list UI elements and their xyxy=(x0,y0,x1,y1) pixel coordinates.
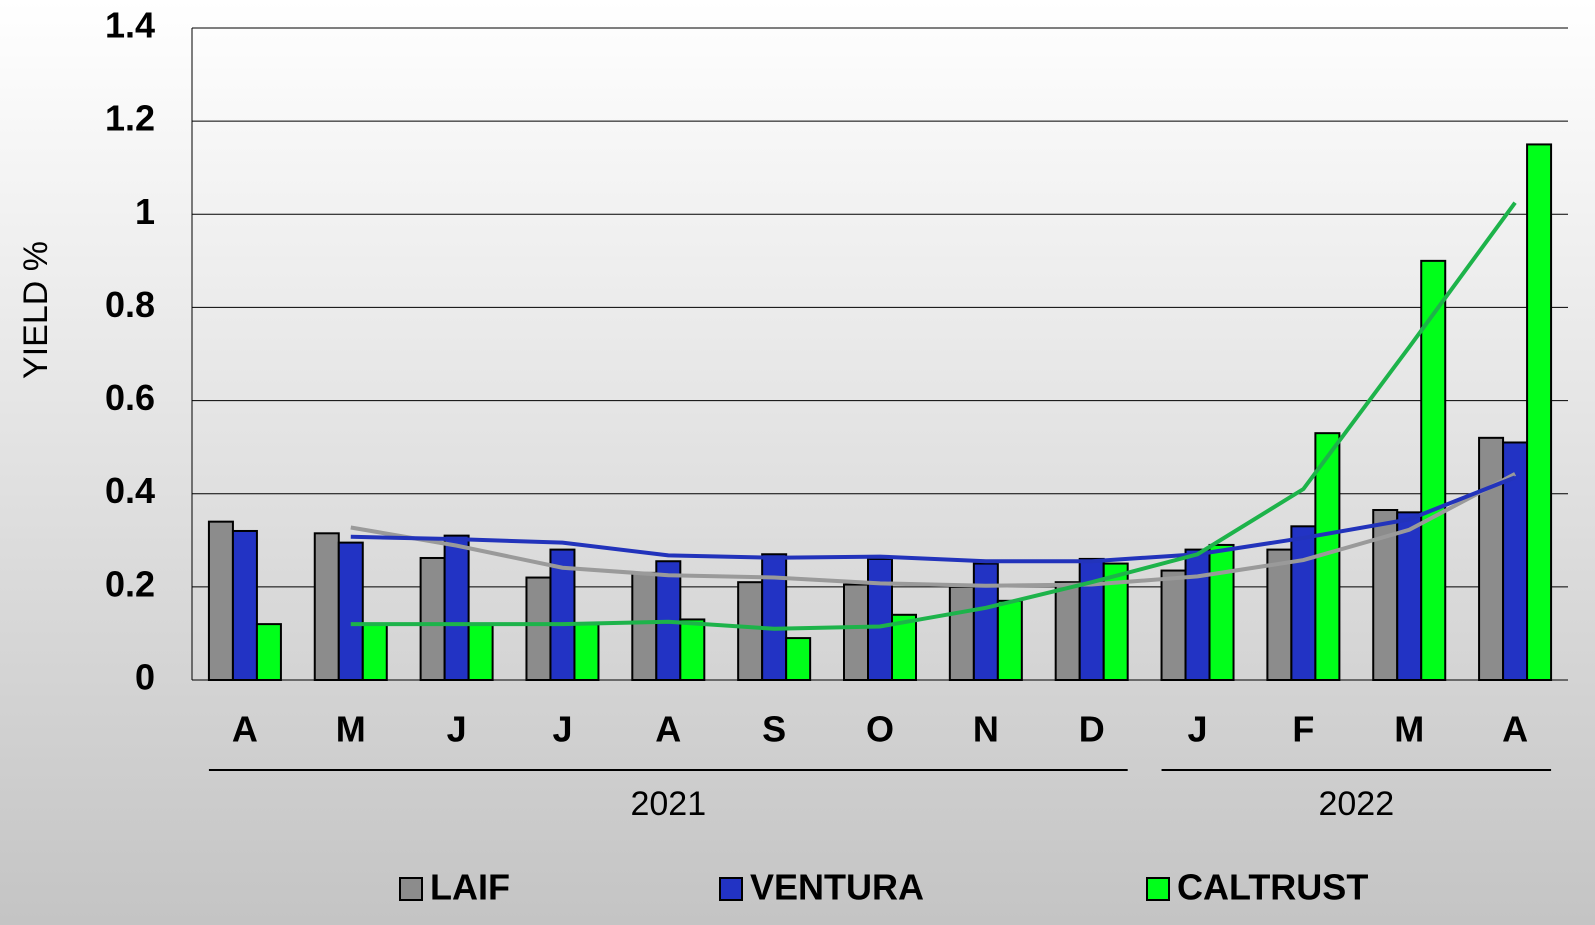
bar xyxy=(525,576,552,681)
year-label: 2022 xyxy=(1318,785,1394,823)
trendline xyxy=(350,201,1517,631)
bar xyxy=(361,623,388,681)
x-tick-label: F xyxy=(1292,709,1314,750)
trendline xyxy=(350,475,1516,564)
bar xyxy=(1184,548,1211,681)
bar xyxy=(231,529,258,681)
bar xyxy=(891,613,917,681)
bar xyxy=(1420,259,1447,681)
x-tick-label: D xyxy=(1079,709,1105,750)
bar xyxy=(255,623,282,681)
bar xyxy=(1054,581,1081,682)
y-tick-label: 0 xyxy=(135,657,155,698)
y-tick-label: 1.4 xyxy=(105,5,155,46)
bar xyxy=(737,581,764,682)
year-label: 2021 xyxy=(630,785,706,823)
x-tick-label: A xyxy=(1502,709,1528,750)
bar xyxy=(207,520,234,682)
bar xyxy=(443,534,470,682)
x-tick-label: J xyxy=(447,709,467,750)
bar xyxy=(785,637,812,681)
bar xyxy=(1160,569,1187,681)
y-tick-label: 0.2 xyxy=(105,563,155,604)
x-tick-label: S xyxy=(762,709,786,750)
legend-swatch xyxy=(1146,877,1170,901)
y-tick-label: 0.6 xyxy=(105,377,155,418)
bar xyxy=(419,556,446,681)
x-tick-label: J xyxy=(1188,709,1208,750)
bar xyxy=(867,557,893,682)
legend-label: LAIF xyxy=(430,867,510,908)
bar xyxy=(996,599,1023,681)
bar xyxy=(843,583,869,681)
x-tick-label: J xyxy=(552,709,572,750)
x-tick-label: M xyxy=(1394,709,1424,750)
bar xyxy=(948,585,975,681)
bar xyxy=(549,548,576,681)
y-axis-label: YIELD % xyxy=(17,241,55,379)
bar xyxy=(1266,548,1293,681)
y-tick-label: 1 xyxy=(135,191,155,232)
x-tick-label: O xyxy=(866,709,894,750)
y-tick-label: 0.4 xyxy=(105,470,155,511)
legend-label: CALTRUST xyxy=(1177,867,1368,908)
x-tick-label: N xyxy=(973,709,999,750)
bar xyxy=(1526,143,1553,681)
trendline xyxy=(350,472,1517,588)
bar xyxy=(631,571,658,682)
bar xyxy=(761,553,788,681)
bar xyxy=(467,623,494,681)
bar xyxy=(1208,543,1235,682)
x-tick-label: A xyxy=(655,709,681,750)
bar xyxy=(1396,511,1423,681)
x-tick-label: M xyxy=(336,709,366,750)
y-tick-label: 0.8 xyxy=(105,284,155,325)
legend-label: VENTURA xyxy=(750,867,924,908)
bar xyxy=(679,618,706,682)
bar xyxy=(337,541,364,681)
bar xyxy=(972,562,999,681)
y-tick-label: 1.2 xyxy=(105,98,155,139)
bar xyxy=(313,532,340,681)
legend-swatch xyxy=(719,877,743,901)
legend-swatch xyxy=(399,877,423,901)
bar xyxy=(1078,557,1105,682)
bar xyxy=(1290,525,1317,681)
bar xyxy=(1478,436,1505,682)
bar xyxy=(573,623,600,681)
x-tick-label: A xyxy=(232,709,258,750)
